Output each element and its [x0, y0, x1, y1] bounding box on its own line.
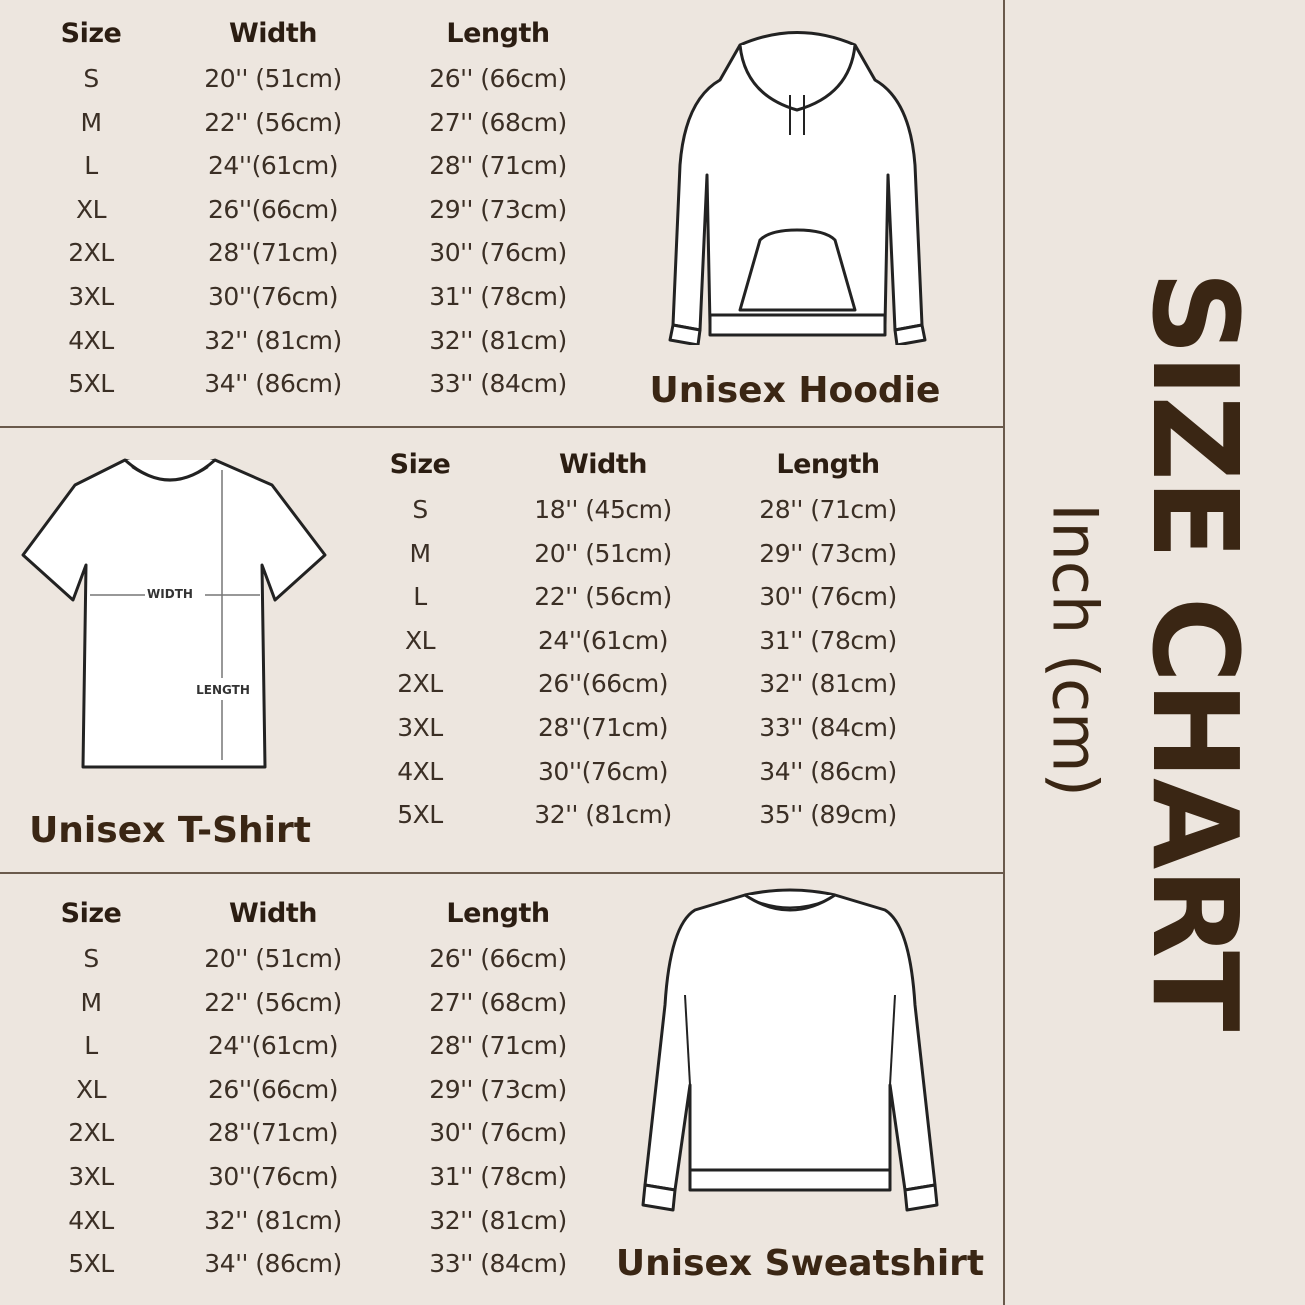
- table-cell-width: 24''(61cm): [538, 625, 668, 655]
- section-divider: [0, 426, 1003, 428]
- table-cell-length: 33'' (84cm): [429, 1249, 567, 1279]
- table-cell-length: 33'' (84cm): [759, 713, 897, 742]
- table-cell-size: 4XL: [68, 1205, 114, 1235]
- table-cell-length: 29'' (73cm): [429, 1074, 567, 1104]
- table-cell-width: 30''(76cm): [538, 756, 668, 786]
- table-cell-length: 32'' (81cm): [429, 1205, 567, 1235]
- table-cell-size: XL: [75, 1074, 107, 1104]
- size-chart-title: SIZE CHART: [1126, 270, 1264, 1030]
- table-cell-width: 28''(71cm): [208, 238, 338, 268]
- table-cell-width: 24''(61cm): [208, 1031, 338, 1061]
- table-cell-width: 34'' (86cm): [204, 1249, 342, 1279]
- unit-label: Inch (cm): [1038, 503, 1112, 797]
- table-cell-length: 31'' (78cm): [429, 1162, 567, 1191]
- table-cell-size: 3XL: [397, 713, 443, 742]
- table-cell-size: 2XL: [68, 1118, 114, 1148]
- table-cell-width: 26''(66cm): [208, 1074, 338, 1104]
- table-cell-length: 30'' (76cm): [429, 1118, 567, 1148]
- table-cell-width: 22'' (56cm): [534, 582, 672, 612]
- table-cell-size: S: [83, 944, 99, 973]
- table-cell-size: 4XL: [397, 756, 443, 786]
- table-cell-length: 34'' (86cm): [759, 756, 897, 786]
- table-cell-size: M: [409, 538, 431, 568]
- table-cell-width: 32'' (81cm): [204, 325, 342, 355]
- tshirt-illustration: WIDTH LENGTH: [21, 458, 327, 769]
- tshirt-title: Unisex T-Shirt: [29, 810, 311, 851]
- table-cell-width: 34'' (86cm): [204, 369, 342, 399]
- table-cell-width: 26''(66cm): [208, 194, 338, 224]
- table-cell-length: 27'' (68cm): [429, 987, 567, 1017]
- table-cell-length: 31'' (78cm): [429, 282, 567, 311]
- column-header-length: Length: [776, 449, 880, 480]
- table-cell-size: 2XL: [397, 669, 443, 699]
- table-cell-width: 32'' (81cm): [534, 800, 672, 830]
- table-cell-size: L: [413, 582, 427, 612]
- column-header-length: Length: [446, 18, 550, 49]
- table-cell-width: 22'' (56cm): [204, 107, 342, 137]
- table-cell-width: 26''(66cm): [538, 669, 668, 699]
- table-cell-length: 28'' (71cm): [759, 495, 897, 524]
- table-cell-size: L: [84, 151, 98, 181]
- table-cell-width: 20'' (51cm): [534, 538, 672, 568]
- hoodie-title: Unisex Hoodie: [649, 370, 941, 411]
- table-cell-size: 5XL: [397, 800, 443, 830]
- table-cell-length: 30'' (76cm): [429, 238, 567, 268]
- table-cell-size: M: [80, 107, 102, 137]
- table-cell-length: 30'' (76cm): [759, 582, 897, 612]
- table-cell-length: 31'' (78cm): [759, 625, 897, 655]
- table-cell-size: L: [84, 1031, 98, 1061]
- column-header-width: Width: [559, 449, 648, 480]
- column-header-size: Size: [389, 449, 451, 480]
- section-divider: [0, 872, 1003, 874]
- table-cell-length: 35'' (89cm): [759, 800, 897, 830]
- table-cell-length: 29'' (73cm): [759, 538, 897, 568]
- table-cell-width: 30''(76cm): [208, 282, 338, 311]
- table-cell-size: 2XL: [68, 238, 114, 268]
- table-cell-size: 3XL: [68, 1162, 114, 1191]
- table-cell-length: 27'' (68cm): [429, 107, 567, 137]
- table-cell-length: 28'' (71cm): [429, 1031, 567, 1061]
- table-cell-length: 26'' (66cm): [429, 64, 567, 93]
- table-cell-width: 22'' (56cm): [204, 987, 342, 1017]
- table-cell-width: 30''(76cm): [208, 1162, 338, 1191]
- column-header-size: Size: [60, 898, 122, 929]
- table-cell-size: XL: [404, 625, 436, 655]
- table-cell-size: 5XL: [68, 369, 114, 399]
- column-header-width: Width: [229, 898, 318, 929]
- table-cell-size: M: [80, 987, 102, 1017]
- table-cell-size: 4XL: [68, 325, 114, 355]
- width-label: WIDTH: [147, 587, 193, 601]
- sweatshirt-title: Unisex Sweatshirt: [615, 1243, 985, 1284]
- table-cell-size: S: [83, 64, 99, 93]
- length-label: LENGTH: [196, 683, 250, 697]
- table-cell-length: 26'' (66cm): [429, 944, 567, 973]
- title-divider: [1003, 0, 1005, 1305]
- table-cell-length: 32'' (81cm): [429, 325, 567, 355]
- table-cell-width: 32'' (81cm): [204, 1205, 342, 1235]
- table-cell-length: 32'' (81cm): [759, 669, 897, 699]
- table-cell-width: 28''(71cm): [208, 1118, 338, 1148]
- table-cell-width: 20'' (51cm): [204, 944, 342, 973]
- table-cell-length: 33'' (84cm): [429, 369, 567, 399]
- table-cell-length: 29'' (73cm): [429, 194, 567, 224]
- table-cell-size: 3XL: [68, 282, 114, 311]
- table-cell-width: 20'' (51cm): [204, 64, 342, 93]
- column-header-size: Size: [60, 18, 122, 49]
- column-header-width: Width: [229, 18, 318, 49]
- column-header-length: Length: [446, 898, 550, 929]
- table-cell-size: 5XL: [68, 1249, 114, 1279]
- table-cell-width: 28''(71cm): [538, 713, 668, 742]
- table-cell-size: S: [412, 495, 428, 524]
- sweatshirt-illustration: [641, 888, 939, 1212]
- table-cell-width: 24''(61cm): [208, 151, 338, 181]
- hoodie-illustration: [668, 31, 927, 345]
- table-cell-width: 18'' (45cm): [534, 495, 672, 524]
- table-cell-length: 28'' (71cm): [429, 151, 567, 181]
- table-cell-size: XL: [75, 194, 107, 224]
